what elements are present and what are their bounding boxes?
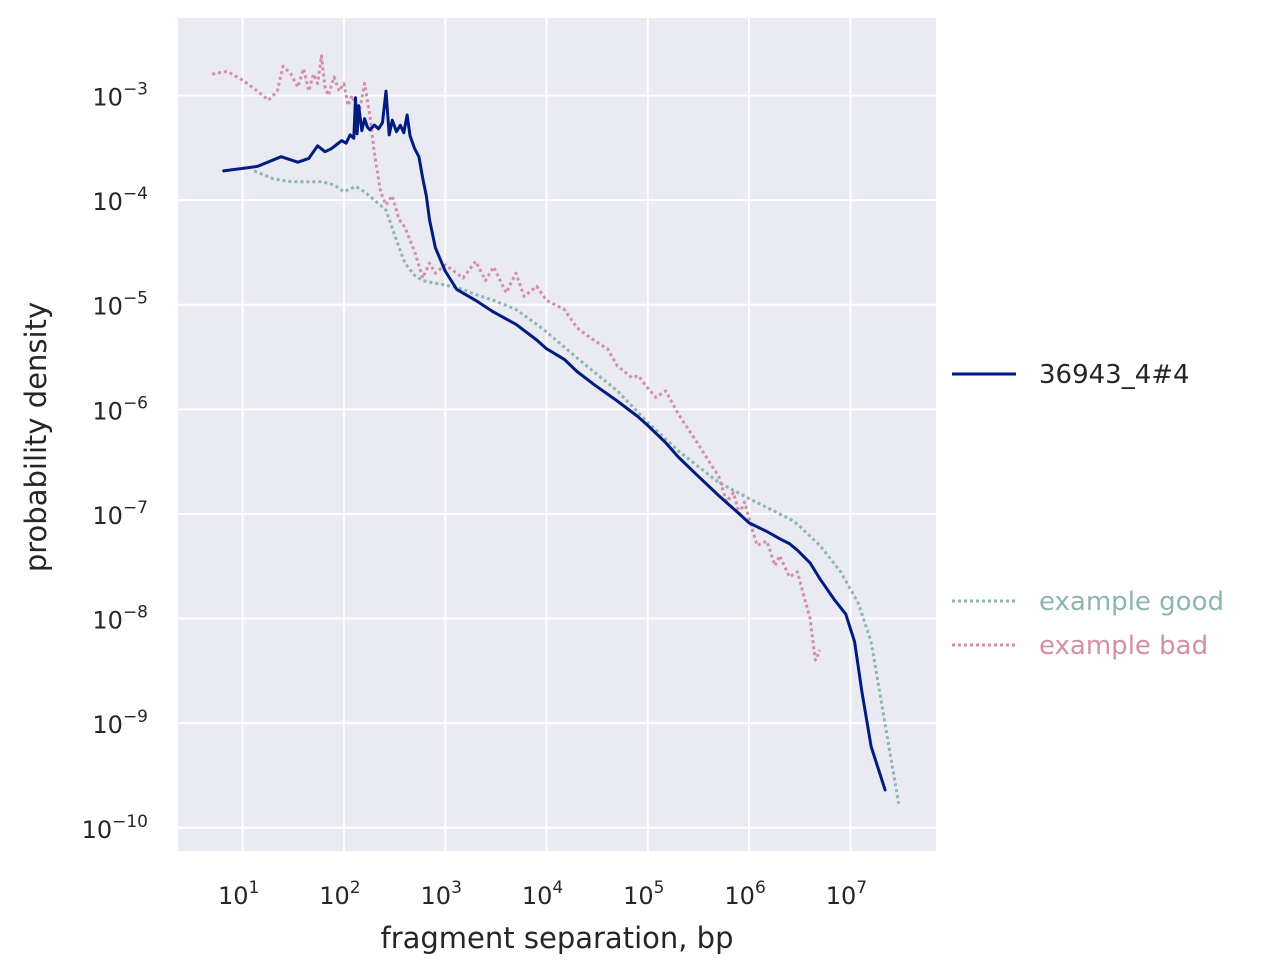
- y-tick-label-3: 10−6: [92, 393, 148, 425]
- y-tick-label-7: 10−10: [82, 812, 148, 844]
- y-tick-label-5: 10−8: [92, 603, 148, 635]
- legend-label-0: 36943_4#4: [1039, 360, 1190, 390]
- legend-label-1: example good: [1039, 587, 1224, 617]
- x-tick-label-2: 103: [421, 878, 462, 910]
- x-tick-label-4: 105: [623, 878, 664, 910]
- x-tick-labels: 101 102 103 104 105 106 107: [218, 878, 867, 910]
- x-tick-label-5: 106: [724, 878, 765, 910]
- y-tick-label-0: 10−3: [92, 79, 148, 111]
- y-tick-label-6: 10−9: [92, 707, 148, 739]
- y-axis-label: probability density: [19, 302, 53, 572]
- y-tick-label-1: 10−4: [92, 184, 148, 216]
- series-line-2: [211, 54, 822, 662]
- series-line-0: [222, 89, 887, 792]
- x-tick-label-3: 104: [522, 878, 563, 910]
- x-tick-label-0: 101: [218, 878, 259, 910]
- series-layer: [211, 54, 901, 804]
- x-axis-label: fragment separation, bp: [381, 921, 734, 955]
- legend-label-2: example bad: [1039, 631, 1208, 661]
- y-tick-label-4: 10−7: [92, 498, 148, 530]
- x-tick-label-1: 102: [319, 878, 360, 910]
- y-tick-labels: 10−3 10−4 10−5 10−6 10−7 10−8 10−9 10−10: [82, 79, 148, 843]
- x-tick-label-6: 107: [826, 878, 867, 910]
- y-tick-label-2: 10−5: [92, 289, 148, 321]
- plot-area: [178, 18, 936, 851]
- series-line-1: [253, 169, 901, 804]
